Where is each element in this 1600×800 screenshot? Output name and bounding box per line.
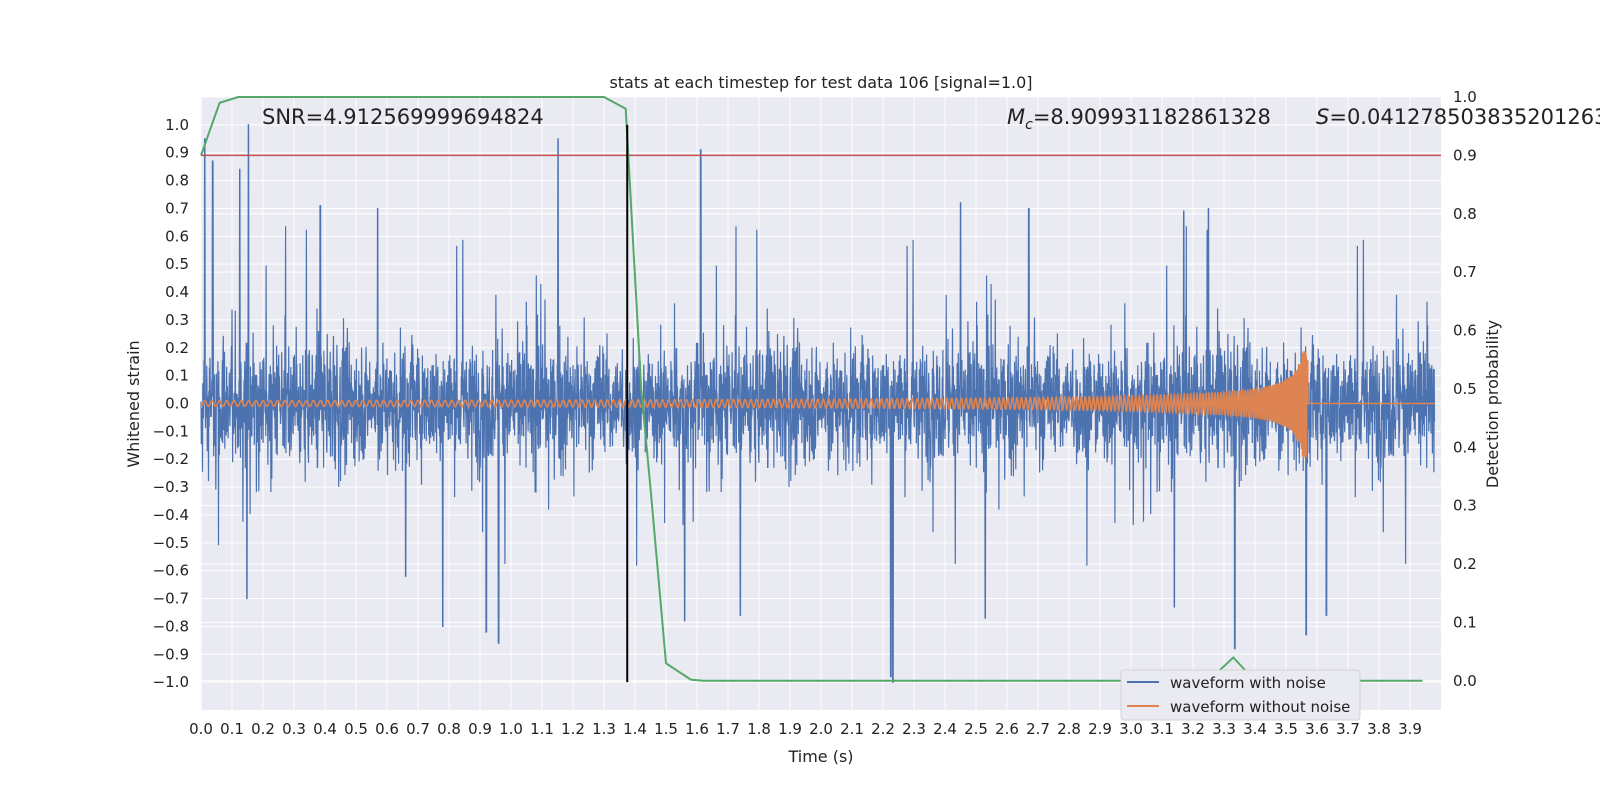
y-axis-right-label: Detection probability <box>1483 320 1502 488</box>
y-left-tick-label: −0.3 <box>153 478 189 496</box>
x-tick-label: 0.0 <box>189 720 213 738</box>
x-tick-label: 0.8 <box>437 720 461 738</box>
s-symbol: S <box>1316 105 1329 129</box>
y-right-tick-label: 0.7 <box>1453 263 1477 281</box>
legend-label-clean: waveform without noise <box>1170 698 1350 716</box>
x-tick-label: 2.7 <box>1026 720 1050 738</box>
x-tick-label: 2.1 <box>840 720 864 738</box>
y-left-tick-label: −0.4 <box>153 506 189 524</box>
x-tick-label: 1.3 <box>592 720 616 738</box>
x-tick-label: 3.8 <box>1367 720 1391 738</box>
y-right-ticks: 1.0 0.9 0.8 0.7 0.6 0.5 0.4 0.3 0.2 0.1 0.0 <box>1453 88 1477 690</box>
series-clean-line <box>200 351 1435 459</box>
x-tick-label: 1.6 <box>685 720 709 738</box>
x-tick-label: 1.0 <box>499 720 523 738</box>
y-left-tick-label: 0.3 <box>165 311 189 329</box>
y-right-tick-label: 0.3 <box>1453 497 1477 515</box>
series-probability-line <box>200 96 1423 682</box>
x-tick-label: 2.8 <box>1057 720 1081 738</box>
probability-series <box>200 96 1423 682</box>
x-tick-label: 1.4 <box>623 720 647 738</box>
x-tick-label: 0.7 <box>406 720 430 738</box>
y-axis-left-label: Whitened strain <box>124 340 143 467</box>
legend: waveform with noise waveform without noi… <box>1120 669 1361 721</box>
y-left-tick-label: −1.0 <box>153 673 189 691</box>
x-tick-label: 3.7 <box>1336 720 1360 738</box>
x-tick-label: 2.2 <box>871 720 895 738</box>
x-tick-label: 0.2 <box>251 720 275 738</box>
clean-series <box>200 351 1435 459</box>
y-left-tick-label: 0.4 <box>165 283 189 301</box>
s-value: =0.041278503835201263 <box>1329 105 1600 129</box>
x-tick-label: 0.9 <box>468 720 492 738</box>
y-right-tick-label: 0.1 <box>1453 613 1477 631</box>
y-left-tick-label: −0.6 <box>153 562 189 580</box>
y-left-tick-label: 0.5 <box>165 255 189 273</box>
snr-annotation: SNR=4.912569999694824 <box>262 105 544 129</box>
x-axis-ticks: 0.0 0.1 0.2 0.3 0.4 0.5 0.6 0.7 0.8 0.9 1.0 1.1 1.2 1… <box>189 720 1422 738</box>
y-right-tick-label: 0.8 <box>1453 205 1477 223</box>
y-left-tick-label: 0.2 <box>165 339 189 357</box>
y-left-tick-label: −0.1 <box>153 422 189 440</box>
s-annotation: S=0.041278503835201263 <box>1316 105 1600 129</box>
x-tick-label: 1.1 <box>530 720 554 738</box>
x-tick-label: 0.1 <box>220 720 244 738</box>
mc-value: =8.909931182861328 <box>1033 105 1271 129</box>
x-tick-label: 3.5 <box>1274 720 1298 738</box>
y-right-tick-label: 0.2 <box>1453 555 1477 573</box>
y-left-tick-label: 0.9 <box>165 144 189 162</box>
legend-box <box>1120 669 1361 721</box>
x-tick-label: 3.1 <box>1150 720 1174 738</box>
y-right-tick-label: 0.0 <box>1453 672 1477 690</box>
y-left-tick-label: −0.7 <box>153 590 189 608</box>
y-left-tick-label: −0.5 <box>153 534 189 552</box>
x-tick-label: 2.4 <box>933 720 957 738</box>
x-tick-label: 2.6 <box>995 720 1019 738</box>
y-right-tick-label: 0.5 <box>1453 380 1477 398</box>
y-right-tick-label: 1.0 <box>1453 88 1477 106</box>
x-tick-label: 3.0 <box>1119 720 1143 738</box>
y-right-tick-label: 0.6 <box>1453 322 1477 340</box>
y-left-tick-label: 0.8 <box>165 172 189 190</box>
y-left-tick-label: 1.0 <box>165 116 189 134</box>
x-tick-label: 2.3 <box>902 720 926 738</box>
x-tick-label: 2.0 <box>809 720 833 738</box>
x-tick-label: 1.9 <box>778 720 802 738</box>
x-tick-label: 1.8 <box>747 720 771 738</box>
x-tick-label: 0.6 <box>375 720 399 738</box>
x-tick-label: 1.2 <box>561 720 585 738</box>
y-left-tick-label: 0.6 <box>165 227 189 245</box>
y-right-tick-label: 0.9 <box>1453 146 1477 164</box>
x-tick-label: 0.5 <box>344 720 368 738</box>
x-tick-label: 3.3 <box>1212 720 1236 738</box>
x-tick-label: 3.9 <box>1398 720 1422 738</box>
x-tick-label: 2.9 <box>1088 720 1112 738</box>
chart-title: stats at each timestep for test data 106… <box>609 73 1032 92</box>
y-left-tick-label: 0.7 <box>165 199 189 217</box>
mc-annotation: Mc=8.909931182861328 <box>1007 105 1271 133</box>
y-left-ticks: 1.0 0.9 0.8 0.7 0.6 0.5 0.4 0.3 0.2 0.1 0.0 −0.1 −0.… <box>153 116 189 691</box>
y-left-tick-label: −0.9 <box>153 645 189 663</box>
x-tick-label: 1.7 <box>716 720 740 738</box>
y-left-tick-label: −0.8 <box>153 617 189 635</box>
x-tick-label: 1.5 <box>654 720 678 738</box>
y-left-tick-label: −0.2 <box>153 450 189 468</box>
y-right-tick-label: 0.4 <box>1453 438 1477 456</box>
x-tick-label: 0.3 <box>282 720 306 738</box>
mc-symbol: M <box>1007 105 1025 129</box>
x-tick-label: 3.2 <box>1181 720 1205 738</box>
x-tick-label: 3.4 <box>1243 720 1267 738</box>
legend-label-noise: waveform with noise <box>1170 674 1326 692</box>
x-tick-label: 3.6 <box>1305 720 1329 738</box>
x-axis-label: Time (s) <box>787 747 853 766</box>
x-tick-label: 0.4 <box>313 720 337 738</box>
y-left-tick-label: 0.0 <box>165 395 189 413</box>
x-tick-label: 2.5 <box>964 720 988 738</box>
mc-subscript: c <box>1025 117 1033 133</box>
y-left-tick-label: 0.1 <box>165 367 189 385</box>
